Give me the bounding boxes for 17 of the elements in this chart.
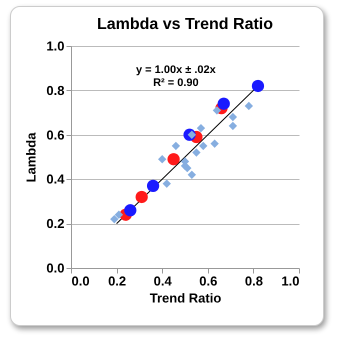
x-tick-label: 0.8 [244, 274, 263, 288]
annotation: R² = 0.90 [153, 77, 199, 89]
x-tick-label: 0.6 [199, 274, 218, 288]
y-tick-label: 0.6 [46, 127, 64, 142]
x-tick-label: 1.0 [281, 274, 300, 288]
y-tick-label: 0.4 [46, 172, 66, 187]
x-axis-title: Trend Ratio [150, 290, 222, 306]
y-axis-title: Lambda [23, 132, 38, 182]
y-tick-label: 0.2 [46, 216, 64, 232]
x-tick-label: 0.4 [154, 274, 173, 288]
x-tick-label: 0.2 [108, 274, 126, 288]
y-tick-label: 1.0 [46, 38, 64, 54]
chart-title: Lambda vs Trend Ratio [96, 16, 274, 33]
y-tick-label: 0.0 [46, 260, 64, 276]
annotation: y = 1.00x ± .02x [136, 64, 217, 76]
x-tick-label: 0.0 [72, 274, 90, 288]
y-tick-label: 0.8 [46, 82, 64, 98]
